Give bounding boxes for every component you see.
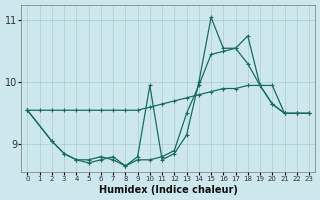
X-axis label: Humidex (Indice chaleur): Humidex (Indice chaleur) (99, 185, 238, 195)
